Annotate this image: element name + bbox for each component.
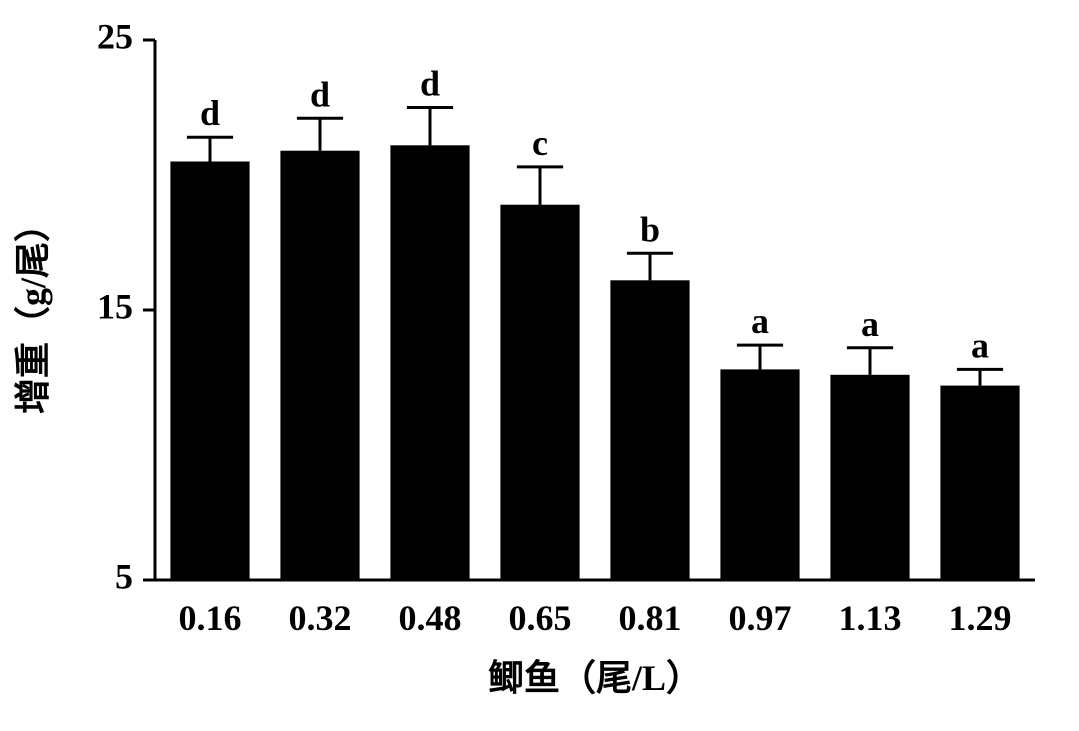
significance-label: d [310,74,330,114]
y-tick-label: 5 [115,556,133,596]
x-tick-label: 1.29 [949,598,1012,638]
significance-label: a [971,325,989,365]
x-tick-label: 0.81 [619,598,682,638]
bar [390,145,469,580]
significance-label: a [861,304,879,344]
x-tick-label: 0.32 [289,598,352,638]
significance-label: c [532,123,548,163]
bar [940,386,1019,580]
bar [610,280,689,580]
y-axis-title: 增重（g/尾） [13,206,53,414]
significance-label: d [420,64,440,104]
significance-label: a [751,301,769,341]
significance-label: b [640,209,660,249]
y-tick-label: 15 [97,286,133,326]
x-tick-label: 0.16 [179,598,242,638]
bar [280,151,359,580]
bar [500,205,579,580]
x-tick-label: 0.97 [729,598,792,638]
x-tick-label: 0.48 [399,598,462,638]
bar [170,162,249,581]
x-tick-label: 1.13 [839,598,902,638]
significance-label: d [200,93,220,133]
bar-chart: 5 15 25 d 0.16 d 0.32 d 0.48 c 0.65 b 0.81 a 0.97 a 1.13… [0,0,1079,731]
y-tick-label: 25 [97,16,133,56]
bar [720,369,799,580]
x-axis-title: 鲫鱼（尾/L） [488,658,702,698]
x-tick-label: 0.65 [509,598,572,638]
bar [830,375,909,580]
